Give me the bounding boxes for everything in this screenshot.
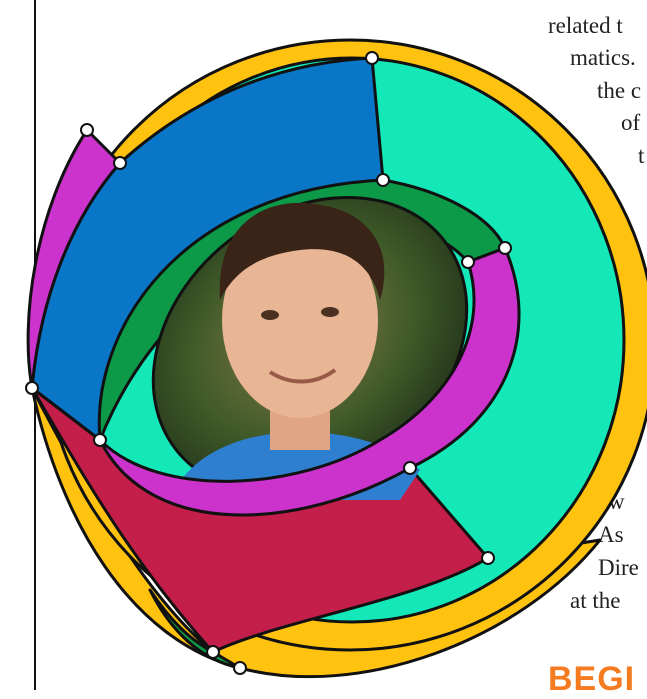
page: related t matics. the c of t w As Dire a… bbox=[0, 0, 647, 690]
ring-illustration bbox=[0, 0, 647, 690]
